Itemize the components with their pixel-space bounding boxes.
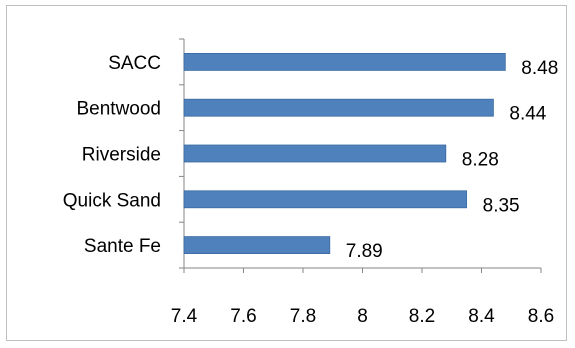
x-tick-label: 7.6 bbox=[230, 306, 256, 327]
chart-bars bbox=[183, 53, 506, 255]
x-tick-label: 8.2 bbox=[409, 306, 435, 327]
x-tick-label: 7.8 bbox=[290, 306, 316, 327]
chart-labels: 7.4 7.6 7.8 8 8.2 8.4 8.6 SACC 8.48 Bentwood 8.44 R… bbox=[63, 53, 559, 327]
category-label: Quick Sand bbox=[63, 190, 161, 211]
category-label: SACC bbox=[108, 53, 161, 74]
value-label: 7.89 bbox=[346, 241, 383, 262]
value-label: 8.35 bbox=[483, 195, 520, 216]
bar bbox=[183, 53, 506, 71]
bar bbox=[183, 190, 468, 209]
x-tick-label: 8.6 bbox=[528, 306, 554, 327]
bar bbox=[183, 98, 494, 117]
x-tick-label: 8 bbox=[357, 306, 368, 327]
category-label: Riverside bbox=[82, 145, 161, 166]
value-label: 8.48 bbox=[521, 58, 558, 79]
category-label: Bentwood bbox=[76, 99, 161, 120]
x-tick-label: 7.4 bbox=[171, 306, 198, 327]
category-label: Sante Fe bbox=[84, 236, 161, 257]
value-label: 8.44 bbox=[509, 104, 546, 125]
value-label: 8.28 bbox=[462, 150, 499, 171]
bar bbox=[183, 144, 447, 163]
x-tick-label: 8.4 bbox=[468, 306, 495, 327]
bar bbox=[183, 236, 331, 255]
